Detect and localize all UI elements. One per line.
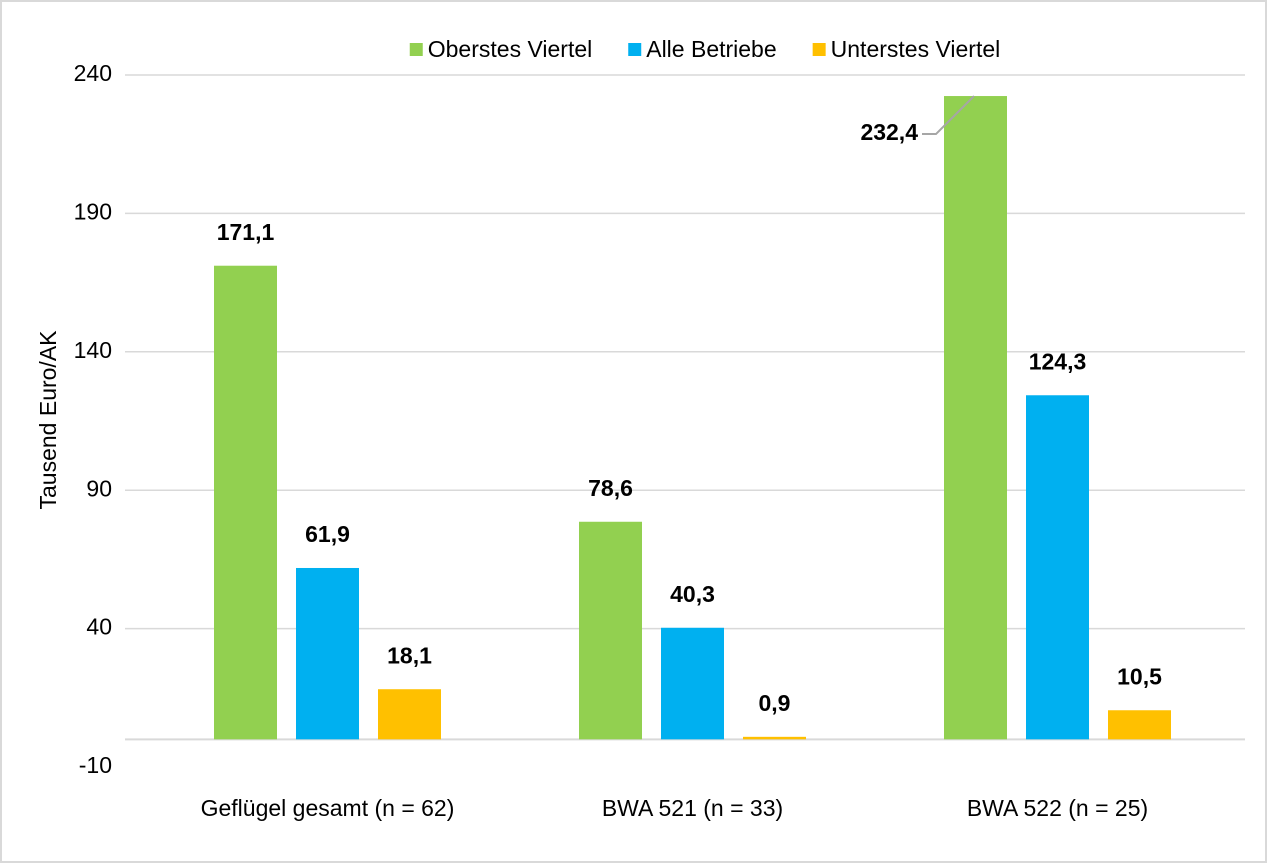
bar <box>296 567 359 740</box>
leader-line <box>922 95 975 136</box>
legend-swatch <box>628 43 642 56</box>
bar <box>661 627 724 740</box>
x-tick-label: BWA 521 (n = 33) <box>602 795 783 821</box>
data-label: 232,4 <box>860 119 918 145</box>
bar <box>743 736 806 740</box>
y-tick-label: 190 <box>74 198 112 224</box>
y-axis-title: Tausend Euro/AK <box>35 330 61 510</box>
data-label: 18,1 <box>387 642 432 668</box>
legend-label: Oberstes Viertel <box>428 36 592 62</box>
bar <box>1108 710 1171 740</box>
bar <box>378 689 441 740</box>
data-label: 0,9 <box>759 690 791 716</box>
y-tick-label: 240 <box>74 60 112 86</box>
legend-swatch <box>409 43 423 56</box>
data-label: 40,3 <box>670 581 715 607</box>
legend-swatch <box>812 43 826 56</box>
x-tick-label: BWA 522 (n = 25) <box>967 795 1148 821</box>
bar <box>944 96 1007 740</box>
legend-label: Unterstes Viertel <box>831 36 1001 62</box>
y-tick-label: -10 <box>79 752 112 778</box>
y-tick-label: 40 <box>86 614 112 640</box>
bar <box>1026 395 1089 740</box>
y-tick-label: 90 <box>86 475 112 501</box>
data-label: 10,5 <box>1117 663 1162 689</box>
data-label: 78,6 <box>588 475 633 501</box>
bar <box>214 265 277 740</box>
data-label: 124,3 <box>1029 348 1087 374</box>
data-label: 171,1 <box>217 219 275 245</box>
x-tick-label: Geflügel gesamt (n = 62) <box>201 795 455 821</box>
legend-label: Alle Betriebe <box>646 36 776 62</box>
y-tick-label: 140 <box>74 337 112 363</box>
data-label: 61,9 <box>305 521 350 547</box>
bar <box>579 521 642 740</box>
